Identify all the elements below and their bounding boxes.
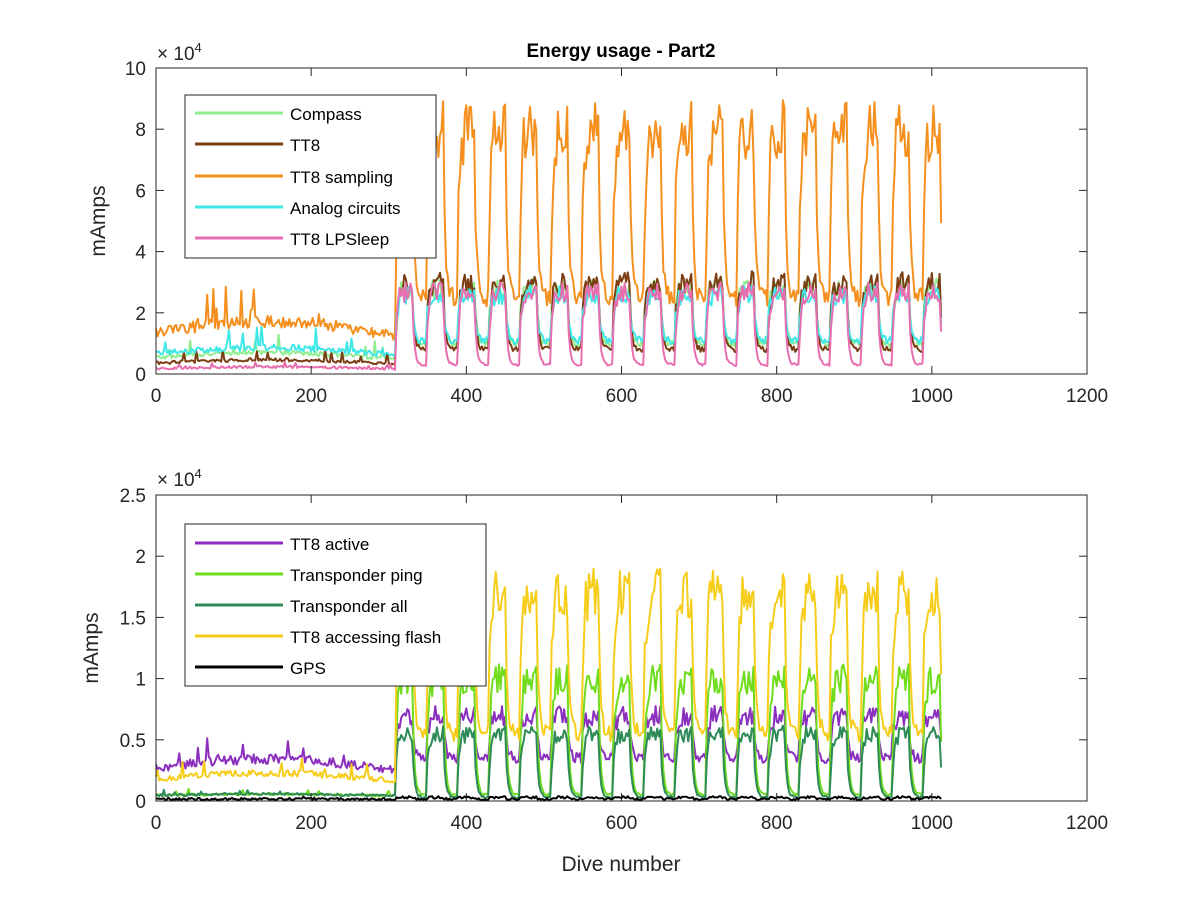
top-y-tick-label: 6 xyxy=(135,181,146,202)
top-x-tick-label: 1000 xyxy=(911,386,953,407)
top-x-tick-label: 0 xyxy=(151,386,162,407)
bottom-y-tick-label: 2.5 xyxy=(120,486,146,507)
bottom-y-tick-label: 2 xyxy=(135,547,146,568)
top-x-tick-label: 1200 xyxy=(1066,386,1108,407)
bottom-y-tick-label: 0.5 xyxy=(120,731,146,752)
series-line-tt8-active xyxy=(155,704,943,774)
series-line-transponder-all xyxy=(155,724,943,800)
top-chart: Energy usage - Part2 × 104 mAmps 0 200 400… xyxy=(87,40,1108,407)
series-line-tt8-lpsleep xyxy=(155,281,943,371)
top-x-tick-label: 400 xyxy=(450,386,482,407)
bottom-x-tick-label: 1200 xyxy=(1066,813,1108,834)
legend-label-tt8-active: TT8 active xyxy=(290,535,369,554)
bottom-x-axis-label: Dive number xyxy=(561,853,680,876)
top-chart-title: Energy usage - Part2 xyxy=(526,41,715,62)
legend-label-tt8-lpsleep: TT8 LPSleep xyxy=(290,230,389,249)
legend-label-transponder-all: Transponder all xyxy=(290,597,408,616)
series-line-tt8-accessing-flash xyxy=(155,567,943,784)
bottom-x-tick-label: 600 xyxy=(606,813,638,834)
top-legend: Compass TT8 TT8 sampling Analog circuits… xyxy=(184,94,437,259)
bottom-x-tick-label: 800 xyxy=(761,813,793,834)
bottom-x-tick-label: 1000 xyxy=(911,813,953,834)
top-y-tick-label: 4 xyxy=(135,243,146,264)
legend-label-transponder-ping: Transponder ping xyxy=(290,566,423,585)
top-y-tick-label: 10 xyxy=(125,59,146,80)
legend-entry-transponder-ping: Transponder ping xyxy=(195,566,423,585)
top-x-tick-label: 600 xyxy=(606,386,638,407)
top-y-tick-label: 8 xyxy=(135,120,146,141)
bottom-series-group xyxy=(155,567,943,802)
series-line-gps xyxy=(156,795,942,802)
legend-entry-tt8: TT8 xyxy=(195,136,320,155)
bottom-y-tick-label: 1 xyxy=(135,670,146,691)
top-tick-group: 0 200 400 600 800 1000 1200 0 2 4 6 8 10 xyxy=(125,59,1108,407)
series-line-tt8-sampling xyxy=(155,99,943,341)
top-y-tick-label: 2 xyxy=(135,304,146,325)
legend-entry-transponder-all: Transponder all xyxy=(195,597,408,616)
series-line-analog-circuits xyxy=(155,284,943,357)
top-y-exponent: × 104 xyxy=(157,40,202,65)
legend-label-compass: Compass xyxy=(290,105,362,124)
top-x-tick-label: 800 xyxy=(761,386,793,407)
legend-label-gps: GPS xyxy=(290,659,326,678)
bottom-y-axis-label: mAmps xyxy=(80,612,103,683)
bottom-chart: × 104 mAmps Dive number 0 200 400 600 800 100… xyxy=(80,466,1108,876)
bottom-legend: TT8 active Transponder ping Transponder … xyxy=(184,523,487,687)
top-x-tick-label: 200 xyxy=(295,386,327,407)
legend-entry-tt8-sampling: TT8 sampling xyxy=(195,168,393,187)
legend-entry-analog-circuits: Analog circuits xyxy=(195,199,401,218)
legend-entry-tt8-accessing-flash: TT8 accessing flash xyxy=(195,628,441,647)
bottom-tick-group: 0 200 400 600 800 1000 1200 0 0.5 1 1.5 2 2.5 xyxy=(120,486,1109,834)
top-series-group xyxy=(155,99,943,371)
legend-label-analog-circuits: Analog circuits xyxy=(290,199,401,218)
legend-entry-tt8-active: TT8 active xyxy=(195,535,369,554)
legend-entry-tt8-lpsleep: TT8 LPSleep xyxy=(195,230,389,249)
legend-label-tt8-sampling: TT8 sampling xyxy=(290,168,393,187)
bottom-y-tick-label: 1.5 xyxy=(120,608,146,629)
legend-entry-gps: GPS xyxy=(195,659,326,678)
legend-label-tt8: TT8 xyxy=(290,136,320,155)
legend-entry-compass: Compass xyxy=(195,105,362,124)
top-y-tick-label: 0 xyxy=(135,365,146,386)
bottom-x-tick-label: 400 xyxy=(450,813,482,834)
bottom-y-exponent: × 104 xyxy=(157,466,202,491)
bottom-y-tick-label: 0 xyxy=(135,792,146,813)
legend-label-tt8-accessing-flash: TT8 accessing flash xyxy=(290,628,441,647)
bottom-x-tick-label: 200 xyxy=(295,813,327,834)
top-y-axis-label: mAmps xyxy=(87,185,110,256)
bottom-x-tick-label: 0 xyxy=(151,813,162,834)
